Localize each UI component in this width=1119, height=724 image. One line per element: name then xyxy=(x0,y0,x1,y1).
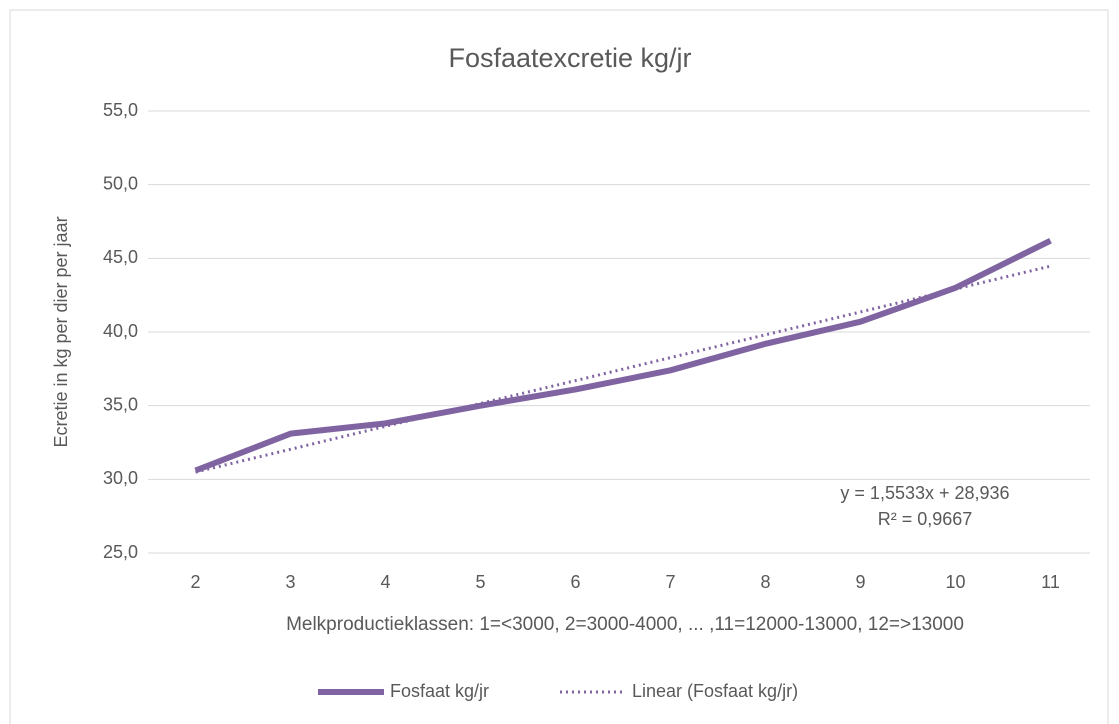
y-tick-label: 50,0 xyxy=(103,173,138,193)
legend-label: Linear (Fosfaat kg/jr) xyxy=(632,681,798,701)
y-tick-label: 55,0 xyxy=(103,100,138,120)
x-tick-label: 6 xyxy=(570,572,580,592)
x-tick-label: 10 xyxy=(945,572,965,592)
chart-title: Fosfaatexcretie kg/jr xyxy=(448,43,691,73)
y-tick-label: 30,0 xyxy=(103,468,138,488)
x-axis-label: Melkproductieklassen: 1=<3000, 2=3000-40… xyxy=(286,614,964,635)
x-tick-label: 3 xyxy=(285,572,295,592)
x-tick-label: 9 xyxy=(855,572,865,592)
y-tick-label: 25,0 xyxy=(103,542,138,562)
y-tick-label: 35,0 xyxy=(103,394,138,414)
y-tick-label: 40,0 xyxy=(103,321,138,341)
chart-frame xyxy=(9,9,1109,724)
y-axis-label: Ecretie in kg per dier per jaar xyxy=(51,216,71,447)
x-tick-label: 11 xyxy=(1041,572,1060,592)
x-tick-label: 8 xyxy=(760,572,770,592)
trendline-equation: y = 1,5533x + 28,936 xyxy=(840,483,1009,503)
x-tick-label: 7 xyxy=(665,572,675,592)
x-tick-label: 5 xyxy=(475,572,485,592)
data-line xyxy=(194,237,1052,474)
trendline-r2: R² = 0,9667 xyxy=(878,509,973,529)
trendline xyxy=(195,264,1051,474)
x-tick-label: 4 xyxy=(380,572,390,592)
legend-label: Fosfaat kg/jr xyxy=(390,681,489,701)
x-tick-label: 2 xyxy=(190,572,200,592)
y-tick-label: 45,0 xyxy=(103,247,138,267)
